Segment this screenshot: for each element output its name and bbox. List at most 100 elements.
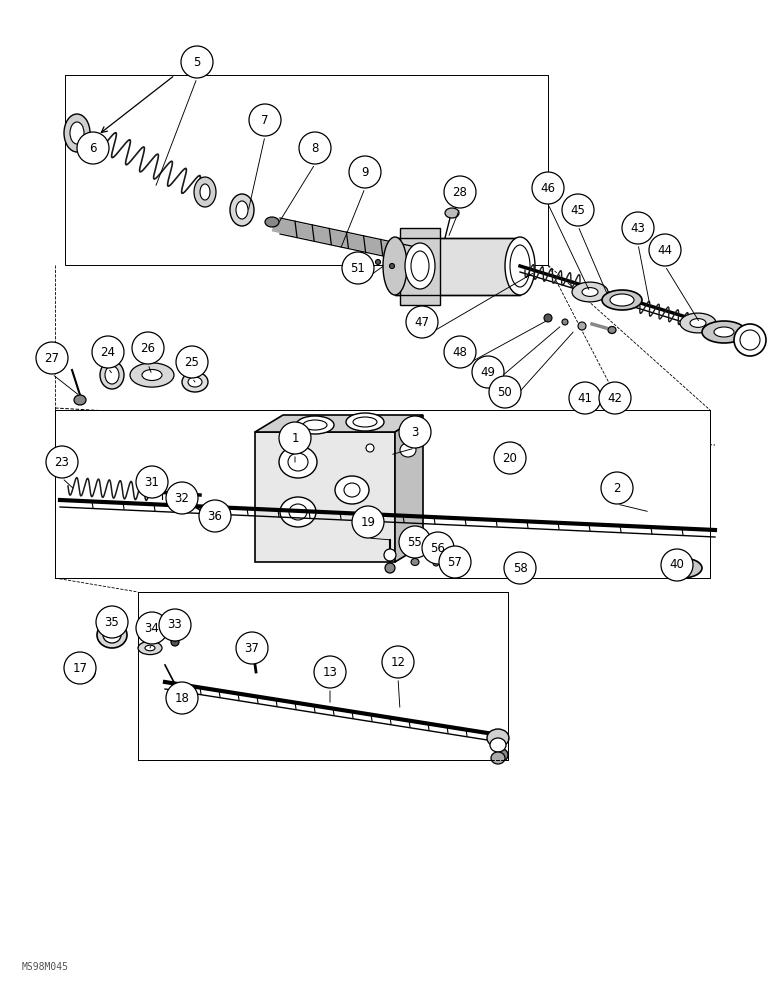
Text: 24: 24 [100, 346, 116, 359]
Text: 7: 7 [261, 113, 269, 126]
Text: 28: 28 [452, 186, 467, 198]
Polygon shape [55, 410, 710, 578]
Text: 48: 48 [452, 346, 467, 359]
Text: 47: 47 [415, 316, 429, 328]
Circle shape [176, 346, 208, 378]
Circle shape [159, 609, 191, 641]
Ellipse shape [702, 321, 746, 343]
Text: 36: 36 [208, 510, 222, 522]
Ellipse shape [138, 641, 162, 655]
Circle shape [569, 382, 601, 414]
Text: 57: 57 [448, 556, 462, 568]
Ellipse shape [194, 177, 216, 207]
Ellipse shape [105, 366, 119, 384]
Ellipse shape [411, 251, 429, 281]
Polygon shape [255, 432, 395, 562]
Polygon shape [400, 228, 440, 305]
Ellipse shape [230, 194, 254, 226]
Text: 13: 13 [323, 666, 337, 678]
Circle shape [532, 172, 564, 204]
Ellipse shape [610, 294, 634, 306]
Text: 6: 6 [90, 141, 96, 154]
Circle shape [64, 652, 96, 684]
Ellipse shape [496, 749, 508, 761]
Ellipse shape [296, 416, 334, 434]
Text: 37: 37 [245, 642, 259, 654]
Ellipse shape [690, 319, 706, 327]
Ellipse shape [75, 667, 89, 677]
Circle shape [599, 382, 631, 414]
Ellipse shape [582, 288, 598, 296]
Ellipse shape [335, 476, 369, 504]
Text: 56: 56 [431, 542, 445, 554]
Ellipse shape [680, 313, 716, 333]
Ellipse shape [174, 690, 181, 696]
Text: 50: 50 [498, 385, 513, 398]
Ellipse shape [572, 282, 608, 302]
Text: 34: 34 [144, 621, 160, 635]
Circle shape [399, 416, 431, 448]
Ellipse shape [69, 662, 95, 682]
Circle shape [622, 212, 654, 244]
Circle shape [314, 656, 346, 688]
Ellipse shape [578, 322, 586, 330]
Text: 26: 26 [141, 342, 155, 355]
Circle shape [349, 156, 381, 188]
Text: 51: 51 [350, 261, 365, 274]
Circle shape [299, 132, 331, 164]
Ellipse shape [562, 319, 568, 325]
Circle shape [46, 446, 78, 478]
Ellipse shape [433, 560, 439, 566]
Ellipse shape [714, 327, 734, 337]
Circle shape [36, 342, 68, 374]
Circle shape [489, 376, 521, 408]
Ellipse shape [510, 245, 530, 287]
Ellipse shape [400, 443, 416, 457]
Text: 25: 25 [185, 356, 199, 368]
Ellipse shape [200, 184, 210, 200]
Ellipse shape [288, 453, 308, 471]
Text: 31: 31 [144, 476, 160, 488]
Text: 5: 5 [193, 55, 201, 68]
Ellipse shape [103, 627, 121, 643]
Ellipse shape [280, 497, 316, 527]
Ellipse shape [188, 377, 202, 387]
Text: 40: 40 [669, 558, 685, 572]
Circle shape [249, 104, 281, 136]
Circle shape [649, 234, 681, 266]
Ellipse shape [142, 369, 162, 380]
Ellipse shape [265, 217, 279, 227]
Text: 42: 42 [608, 391, 622, 404]
Circle shape [92, 336, 124, 368]
Ellipse shape [346, 413, 384, 431]
Text: 2: 2 [613, 482, 621, 494]
Ellipse shape [491, 752, 505, 764]
Circle shape [166, 682, 198, 714]
Ellipse shape [740, 330, 760, 350]
Text: 1: 1 [291, 432, 299, 444]
Text: 12: 12 [391, 656, 405, 668]
Polygon shape [138, 592, 508, 760]
Circle shape [136, 466, 168, 498]
Circle shape [236, 632, 268, 664]
Ellipse shape [130, 363, 174, 387]
Ellipse shape [384, 549, 396, 561]
Circle shape [601, 472, 633, 504]
Circle shape [77, 132, 109, 164]
Ellipse shape [672, 563, 692, 573]
Polygon shape [395, 415, 423, 562]
Ellipse shape [487, 729, 509, 747]
Ellipse shape [390, 263, 394, 268]
Circle shape [494, 442, 526, 474]
Text: 45: 45 [571, 204, 585, 217]
Circle shape [132, 332, 164, 364]
Ellipse shape [602, 290, 642, 310]
Ellipse shape [608, 326, 616, 334]
Ellipse shape [64, 114, 90, 152]
Circle shape [342, 252, 374, 284]
Text: 44: 44 [658, 243, 672, 256]
Circle shape [406, 306, 438, 338]
Text: 19: 19 [361, 516, 375, 528]
Text: 43: 43 [631, 222, 645, 234]
Text: 20: 20 [503, 452, 517, 464]
